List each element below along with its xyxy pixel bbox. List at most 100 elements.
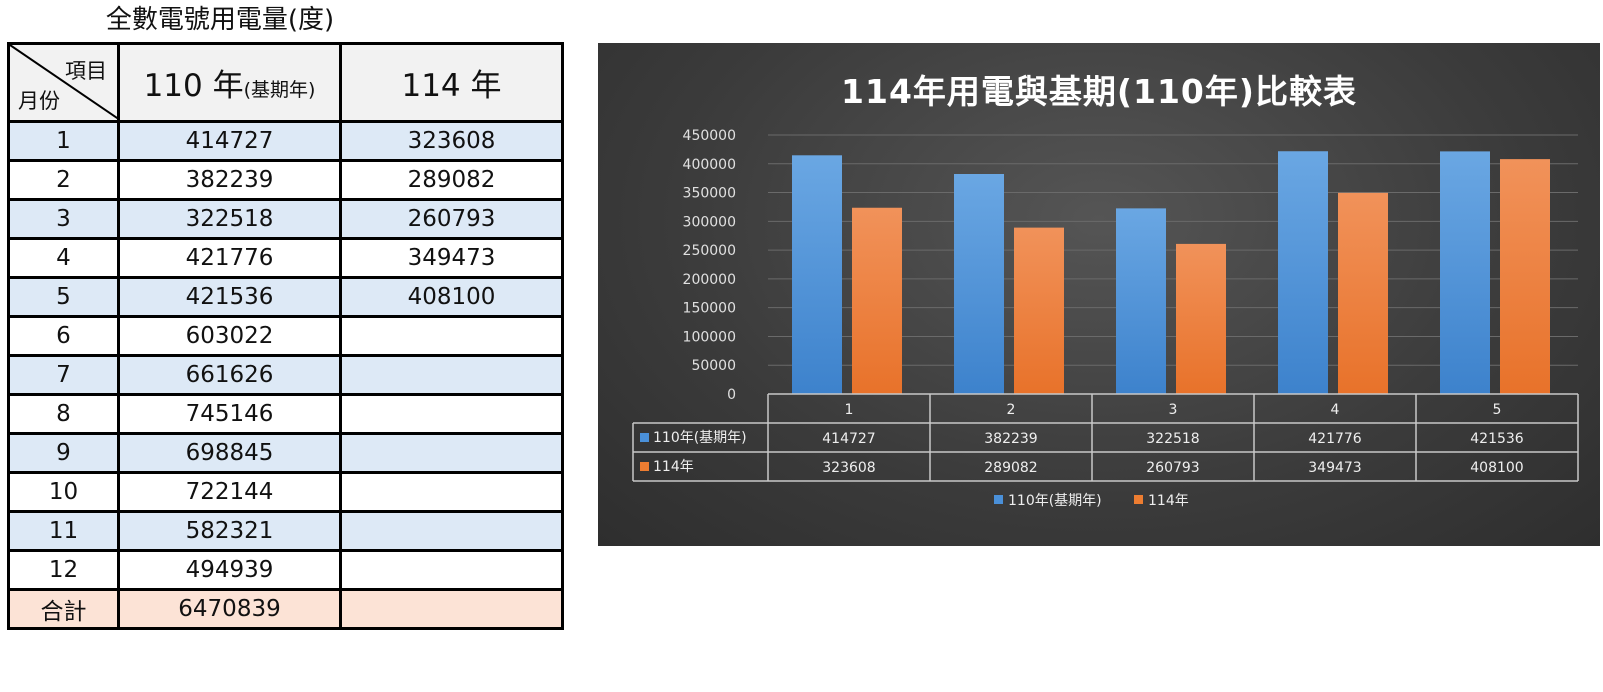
month-cell: 5 xyxy=(7,276,120,318)
table-header-row: 項目 月份 110 年(基期年) 114 年 xyxy=(7,42,564,123)
month-cell: 9 xyxy=(7,432,120,474)
table-row: 9 698845 xyxy=(7,432,564,474)
bar-base-year xyxy=(792,155,842,394)
legend-swatch-current-year xyxy=(1134,495,1143,504)
current-year-cell xyxy=(339,354,564,396)
col-header-base-year: 110 年(基期年) xyxy=(117,42,342,123)
current-year-cell xyxy=(339,393,564,435)
x-category-label: 3 xyxy=(1169,402,1178,418)
data-label: 421776 xyxy=(1308,431,1362,447)
y-tick-label: 200000 xyxy=(683,272,736,288)
legend-key-swatch xyxy=(640,433,649,442)
usage-table: 項目 月份 110 年(基期年) 114 年 1 414727 323608 2 382… xyxy=(7,42,564,630)
item-label: 項目 xyxy=(65,59,107,83)
base-year-cell: 582321 xyxy=(117,510,342,552)
bar-base-year xyxy=(1278,151,1328,394)
table-row: 2 382239 289082 xyxy=(7,159,564,201)
bar-base-year xyxy=(1116,208,1166,394)
y-tick-label: 100000 xyxy=(683,329,736,345)
base-year-cell: 722144 xyxy=(117,471,342,513)
current-year-cell: 289082 xyxy=(339,159,564,201)
legend-label-base-year: 110年(基期年) xyxy=(1008,492,1102,509)
month-cell: 2 xyxy=(7,159,120,201)
table-row: 8 745146 xyxy=(7,393,564,435)
y-tick-label: 150000 xyxy=(683,301,736,317)
bar-current-year xyxy=(1176,243,1226,394)
data-label: 349473 xyxy=(1308,460,1361,476)
bar-current-year xyxy=(1338,192,1388,394)
table-row: 4 421776 349473 xyxy=(7,237,564,279)
data-label: 421536 xyxy=(1470,431,1524,447)
base-year-cell: 414727 xyxy=(117,120,342,162)
base-year-cell: 421536 xyxy=(117,276,342,318)
base-year-cell: 494939 xyxy=(117,549,342,591)
month-cell: 6 xyxy=(7,315,120,357)
total-label-cell: 合計 xyxy=(7,588,120,630)
data-label: 414727 xyxy=(822,431,875,447)
month-cell: 4 xyxy=(7,237,120,279)
current-year-cell xyxy=(339,432,564,474)
table-row: 12 494939 xyxy=(7,549,564,591)
base-year-cell: 322518 xyxy=(117,198,342,240)
col-header-current-year: 114 年 xyxy=(339,42,564,123)
table-row: 1 414727 323608 xyxy=(7,120,564,162)
y-tick-label: 300000 xyxy=(683,214,736,230)
table-title: 全數電號用電量(度) xyxy=(105,5,335,35)
current-year-cell: 349473 xyxy=(339,237,564,279)
base-year-cell: 698845 xyxy=(117,432,342,474)
x-category-label: 5 xyxy=(1493,402,1502,418)
x-category-label: 1 xyxy=(845,402,854,418)
x-category-label: 2 xyxy=(1007,402,1016,418)
table-row: 10 722144 xyxy=(7,471,564,513)
current-year-cell: 408100 xyxy=(339,276,564,318)
base-year-cell: 603022 xyxy=(117,315,342,357)
chart-svg: 0 50000 100000 150000 200000 250000 300000 3500… xyxy=(632,128,1579,509)
table-row: 5 421536 408100 xyxy=(7,276,564,318)
chart-panel: 114年用電與基期(110年)比較表 0 50000 100000 150000 200… xyxy=(598,43,1600,546)
table-row: 7 661626 xyxy=(7,354,564,396)
month-cell: 10 xyxy=(7,471,120,513)
current-year-cell xyxy=(339,315,564,357)
bar-base-year xyxy=(954,174,1004,394)
data-label: 260793 xyxy=(1146,460,1199,476)
legend-swatch-base-year xyxy=(994,495,1003,504)
y-tick-label: 50000 xyxy=(691,358,736,374)
legend-key-swatch xyxy=(640,462,649,471)
table-row: 3 322518 260793 xyxy=(7,198,564,240)
y-tick-label: 350000 xyxy=(683,186,736,202)
data-table-series-name: 110年(基期年) xyxy=(653,429,747,446)
chart-title: 114年用電與基期(110年)比較表 xyxy=(841,72,1357,111)
bar-current-year xyxy=(1500,159,1550,394)
month-cell: 12 xyxy=(7,549,120,591)
col-header-base-main: 110 年 xyxy=(143,68,244,104)
month-cell: 8 xyxy=(7,393,120,435)
bar-base-year xyxy=(1440,151,1490,394)
y-tick-label: 450000 xyxy=(683,128,736,144)
total-current-cell xyxy=(339,588,564,630)
diagonal-header-cell: 項目 月份 xyxy=(7,42,120,123)
current-year-cell: 323608 xyxy=(339,120,564,162)
y-tick-label: 250000 xyxy=(683,243,736,259)
data-label: 323608 xyxy=(822,460,875,476)
data-label: 408100 xyxy=(1470,460,1523,476)
data-label: 289082 xyxy=(984,460,1037,476)
diagonal-line xyxy=(11,46,116,119)
current-year-cell xyxy=(339,510,564,552)
table-row: 11 582321 xyxy=(7,510,564,552)
legend-label-current-year: 114年 xyxy=(1148,493,1189,509)
table-row: 6 603022 xyxy=(7,315,564,357)
data-table-series-name: 114年 xyxy=(653,459,694,475)
month-cell: 1 xyxy=(7,120,120,162)
current-year-cell xyxy=(339,549,564,591)
data-label: 322518 xyxy=(1146,431,1199,447)
x-category-label: 4 xyxy=(1331,402,1340,418)
month-cell: 3 xyxy=(7,198,120,240)
month-cell: 11 xyxy=(7,510,120,552)
col-header-base-sub: (基期年) xyxy=(243,79,316,101)
data-label: 382239 xyxy=(984,431,1037,447)
base-year-cell: 661626 xyxy=(117,354,342,396)
month-label: 月份 xyxy=(18,89,60,113)
y-tick-label: 400000 xyxy=(683,157,736,173)
current-year-cell xyxy=(339,471,564,513)
bar-current-year xyxy=(852,207,902,394)
